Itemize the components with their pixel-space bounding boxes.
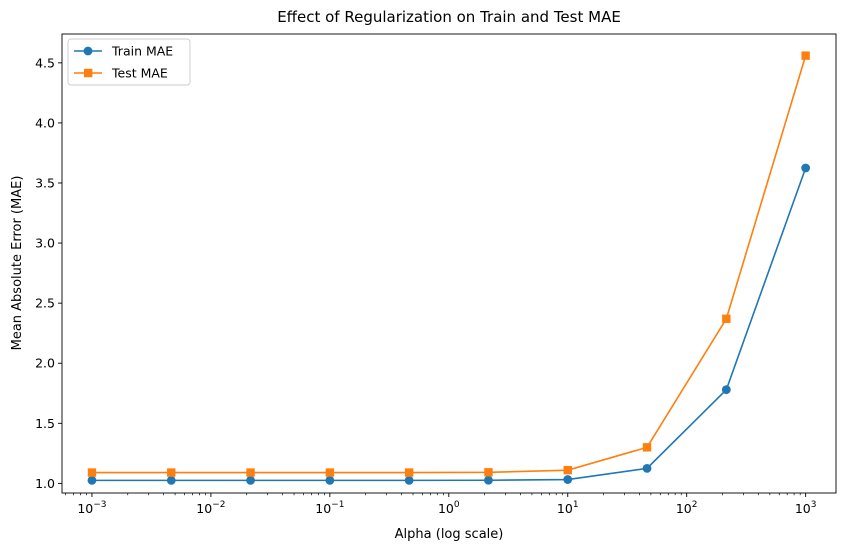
series-test-mae (87, 51, 810, 477)
legend-marker (83, 46, 93, 56)
data-point (801, 51, 810, 60)
series-layer (87, 51, 811, 485)
data-point (166, 475, 176, 485)
x-tick-label: 10−2 (196, 500, 225, 516)
data-point (642, 463, 652, 473)
series-line (91, 167, 807, 482)
x-tick-label: 10−3 (77, 500, 106, 516)
y-tick-label: 2.0 (35, 356, 55, 371)
data-point (642, 443, 652, 452)
x-axis-label: Alpha (log scale) (395, 527, 504, 542)
data-point (167, 468, 176, 477)
legend-item: Train MAE (74, 44, 173, 59)
y-tick-label: 3.5 (35, 175, 55, 190)
y-tick-label: 4.0 (35, 115, 55, 130)
y-tick-label: 1.5 (35, 416, 55, 431)
legend-label: Train MAE (111, 44, 173, 59)
axes-frame (61, 33, 837, 494)
y-tick-label: 4.5 (35, 55, 55, 70)
data-point (325, 475, 335, 485)
legend-label: Test MAE (111, 66, 168, 81)
legend-item: Test MAE (74, 66, 168, 81)
y-tick-label: 1.0 (35, 476, 55, 491)
data-point (801, 163, 811, 173)
x-tick-label: 101 (557, 500, 579, 516)
data-point (404, 475, 414, 485)
y-tick-label: 3.0 (35, 236, 55, 251)
data-point (246, 475, 255, 485)
x-tick-label: 10−1 (315, 500, 344, 516)
data-point (404, 468, 414, 477)
data-point (721, 385, 731, 395)
data-point (484, 475, 493, 485)
x-tick-label: 102 (676, 500, 698, 516)
x-tick-label: 100 (438, 500, 460, 516)
y-tick-label: 2.5 (35, 296, 55, 311)
data-point (722, 314, 731, 323)
data-point (87, 475, 97, 485)
series-train-mae (87, 163, 811, 485)
data-point (563, 465, 572, 475)
chart-title: Effect of Regularization on Train and Te… (277, 8, 621, 26)
legend: Train MAE Test MAE (67, 38, 191, 86)
data-point (325, 468, 335, 477)
data-point (484, 468, 493, 477)
data-point (246, 468, 255, 477)
axis-ticks: 10−3 10−2 10−1 100 101 102 103 1.0 1.5 2.0 2.5 3.0 3… (35, 55, 816, 516)
x-tick-label: 103 (795, 500, 817, 516)
legend-marker (84, 68, 93, 78)
data-point (87, 468, 97, 477)
data-point (563, 475, 573, 484)
y-axis-label: Mean Absolute Error (MAE) (10, 176, 25, 351)
series-line (91, 55, 807, 474)
